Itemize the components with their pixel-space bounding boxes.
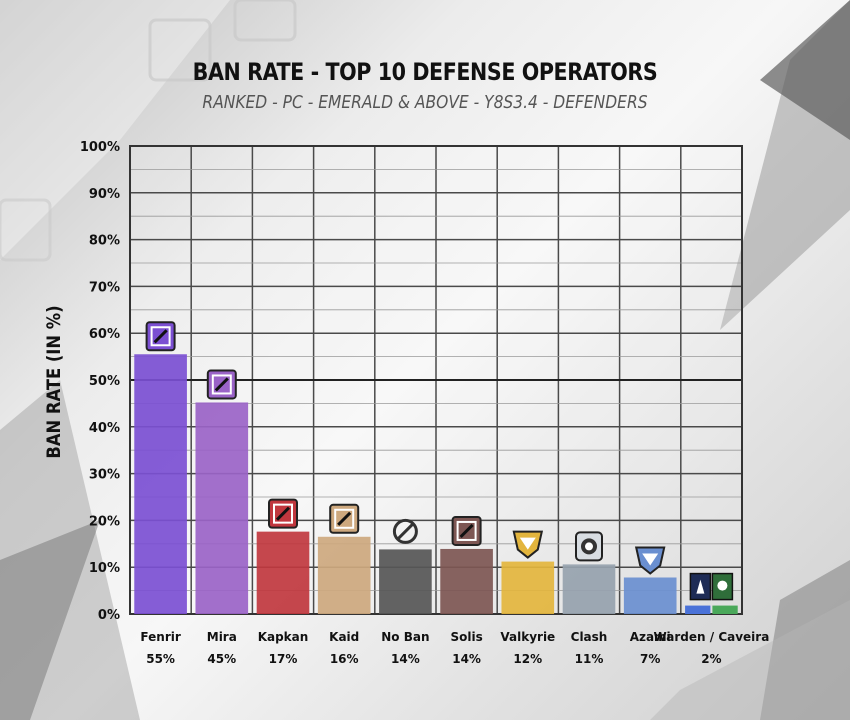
solis-icon — [451, 515, 482, 546]
bar — [317, 536, 371, 614]
bar — [712, 605, 738, 614]
value-label: 45% — [207, 652, 236, 666]
bar — [440, 548, 493, 614]
value-label: 16% — [330, 652, 359, 666]
category-label: Clash — [571, 630, 608, 644]
y-tick-label: 80% — [89, 234, 120, 249]
category-label: Valkyrie — [500, 630, 555, 644]
category-label: Azami — [630, 630, 671, 644]
category-label: Kaid — [329, 630, 359, 644]
value-label: 14% — [391, 652, 420, 666]
category-label: Warden / Caveira — [653, 630, 769, 644]
bar — [623, 577, 677, 614]
y-tick-label: 20% — [89, 514, 120, 529]
value-label: 2% — [701, 652, 721, 666]
value-label: 12% — [513, 652, 542, 666]
value-label: 7% — [640, 652, 660, 666]
bar — [562, 564, 616, 614]
chart-subtitle: RANKED - PC - EMERALD & ABOVE - Y8S3.4 -… — [202, 92, 648, 113]
y-tick-label: 30% — [89, 468, 120, 483]
bar — [195, 402, 249, 614]
chart-title: BAN RATE - TOP 10 DEFENSE OPERATORS — [192, 58, 658, 86]
mira-icon — [206, 369, 237, 400]
value-label: 14% — [452, 652, 481, 666]
value-label: 55% — [146, 652, 175, 666]
bar — [501, 561, 555, 614]
y-tick-label: 50% — [89, 374, 120, 389]
value-label: 11% — [575, 652, 604, 666]
warden-caveira-icon — [689, 572, 734, 601]
plot-frame — [129, 145, 743, 615]
category-label: Kapkan — [258, 630, 309, 644]
category-label: Fenrir — [140, 630, 180, 644]
y-tick-label: 60% — [89, 327, 120, 342]
y-tick-label: 40% — [89, 421, 120, 436]
value-label: 17% — [269, 652, 298, 666]
bar — [256, 531, 310, 614]
clash-icon — [575, 531, 603, 562]
fenrir-icon — [145, 321, 176, 352]
y-tick-label: 10% — [89, 561, 120, 576]
category-label: No Ban — [381, 630, 429, 644]
azami-icon — [634, 546, 666, 575]
bar — [134, 354, 187, 614]
bar — [685, 605, 711, 614]
category-label: Solis — [450, 630, 482, 644]
valkyrie-icon — [512, 530, 544, 559]
kaid-icon — [329, 503, 360, 534]
y-tick-label: 70% — [89, 280, 120, 295]
category-label: Mira — [207, 630, 237, 644]
no-ban-icon — [392, 518, 418, 544]
y-tick-label: 90% — [89, 187, 120, 202]
kapkan-icon — [268, 498, 298, 529]
bar — [379, 549, 432, 614]
y-tick-label: 0% — [98, 608, 120, 623]
y-tick-label: 100% — [80, 140, 120, 155]
